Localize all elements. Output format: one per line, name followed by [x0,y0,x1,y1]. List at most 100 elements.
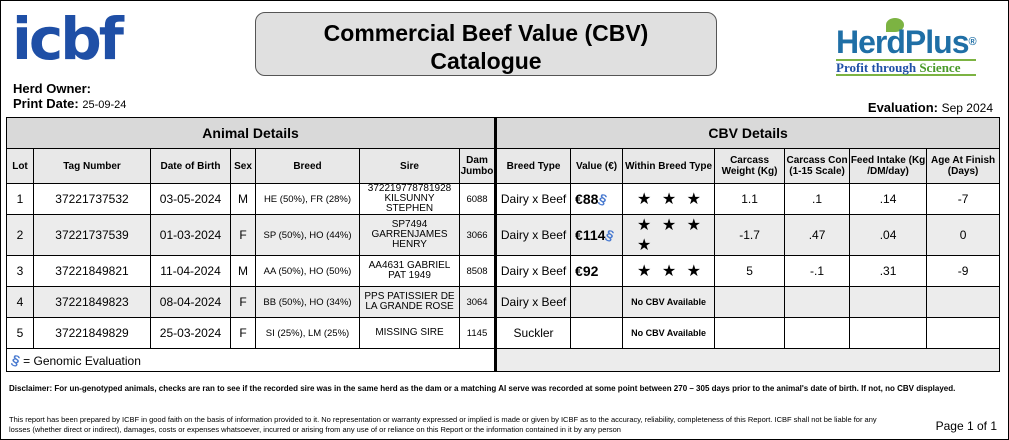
sex: F [230,214,256,256]
col-breed: Breed [255,148,360,184]
dam-jumbo: 3064 [458,286,498,318]
cbv-value: €88§ [570,183,624,215]
dam-jumbo: 6088 [458,183,498,215]
table-row: 4 37221849823 08-04-2024 F BB (50%), HO … [6,286,1001,318]
report-title: Commercial Beef Value (CBV) Catalogue [255,12,717,76]
dam-jumbo: 8508 [458,255,498,287]
evaluation-value: Sep 2024 [941,101,993,115]
feed-intake: .04 [849,214,928,256]
breed: BB (50%), HO (34%) [255,286,360,318]
breed-type: Dairy x Beef [495,255,572,287]
no-cbv-note: No CBV Available [622,286,716,318]
carcass-weight [714,286,786,318]
col-tag: Tag Number [33,148,151,184]
lot: 5 [6,317,34,349]
tag-number: 37221849829 [33,317,151,349]
page-number: Page 1 of 1 [935,419,997,433]
carcass-weight: -1.7 [714,214,786,256]
star-rating: ★ ★ ★ [622,255,716,287]
col-sex: Sex [230,148,256,184]
tag-number: 37221849821 [33,255,151,287]
date-of-birth: 08-04-2024 [150,286,231,318]
sire: PPS PATISSIER DE LA GRANDE ROSE [359,286,460,318]
date-of-birth: 03-05-2024 [150,183,231,215]
legend-blank [495,348,1001,372]
footer-notice: This report has been prepared by ICBF in… [9,415,877,434]
print-date: Print Date: 25-09-24 [13,96,126,111]
dna-icon: § [603,226,617,244]
legend-row: § = Genomic Evaluation [5,348,1001,372]
breed-type: Suckler [495,317,572,349]
tag-number: 37221849823 [33,286,151,318]
sex: M [230,183,256,215]
print-date-value: 25-09-24 [82,99,127,111]
col-dam: Dam Jumbo [458,148,498,184]
age-at-finish: -9 [926,255,1001,287]
sire: MISSING SIRE [359,317,460,349]
col-sire: Sire [359,148,460,184]
lot: 2 [6,214,34,256]
feed-intake: .14 [849,183,928,215]
dam-jumbo: 3066 [458,214,498,256]
feed-intake [849,286,928,318]
lot: 1 [6,183,34,215]
col-breed-type: Breed Type [495,148,572,184]
dna-icon: § [9,351,23,369]
age-at-finish [926,286,1001,318]
section-cbv-details: CBV Details [495,117,1001,149]
print-date-label: Print Date: [13,96,79,111]
table-row: 3 37221849821 11-04-2024 M AA (50%), HO … [6,255,1001,287]
breed: HE (50%), FR (28%) [255,183,360,215]
cbv-value [570,286,624,318]
carcass-weight: 5 [714,255,786,287]
col-within: Within Breed Type [622,148,716,184]
sire: AA4631 GABRIEL PAT 1949 [359,255,460,287]
table-row: 2 37221737539 01-03-2024 F SP (50%), HO … [6,214,1001,256]
cbv-table: Animal Details CBV Details Lot Tag Numbe… [5,117,1001,372]
evaluation: Evaluation: Sep 2024 [868,100,993,115]
genomic-legend: § = Genomic Evaluation [5,348,498,372]
carcass-con: .47 [784,214,851,256]
cbv-value: €92 [570,255,624,287]
col-carcass-con: Carcass Con (1-15 Scale) [784,148,851,184]
sire: 372219778781928 KILSUNNY STEPHEN [359,183,460,215]
breed-type: Dairy x Beef [495,214,572,256]
lot: 3 [6,255,34,287]
table-row: 5 37221849829 25-03-2024 F SI (25%), LM … [6,317,1001,349]
col-carcass-weight: Carcass Weight (Kg) [714,148,786,184]
herdplus-name: HerdPlus® [836,24,977,60]
feed-intake: .31 [849,255,928,287]
herdplus-tagline: Profit through Science [836,59,976,76]
breed: AA (50%), HO (50%) [255,255,360,287]
age-at-finish: -7 [926,183,1001,215]
carcass-weight [714,317,786,349]
evaluation-label: Evaluation: [867,100,938,115]
breed-type: Dairy x Beef [495,286,572,318]
carcass-con [784,317,851,349]
tag-number: 37221737539 [33,214,151,256]
herd-owner-label: Herd Owner: [13,81,92,96]
sex: F [230,317,256,349]
star-rating: ★ ★ ★ [622,183,716,215]
feed-intake [849,317,928,349]
disclaimer: Disclaimer: For un-genotyped animals, ch… [9,384,956,393]
age-at-finish: 0 [926,214,1001,256]
sex: F [230,286,256,318]
col-lot: Lot [6,148,34,184]
breed: SP (50%), HO (44%) [255,214,360,256]
breed-type: Dairy x Beef [495,183,572,215]
tag-number: 37221737532 [33,183,151,215]
lot: 4 [6,286,34,318]
dna-icon: § [596,190,610,208]
date-of-birth: 25-03-2024 [150,317,231,349]
breed: SI (25%), LM (25%) [255,317,360,349]
title-line-1: Commercial Beef Value (CBV) [323,20,649,46]
section-animal-details: Animal Details [5,117,498,149]
age-at-finish [926,317,1001,349]
date-of-birth: 11-04-2024 [150,255,231,287]
date-of-birth: 01-03-2024 [150,214,231,256]
title-line-2: Catalogue [430,48,542,74]
col-feed-intake: Feed Intake (Kg /DM/day) [849,148,928,184]
icbf-logo: icbf [12,5,124,73]
cbv-value: €114§ [570,214,624,256]
